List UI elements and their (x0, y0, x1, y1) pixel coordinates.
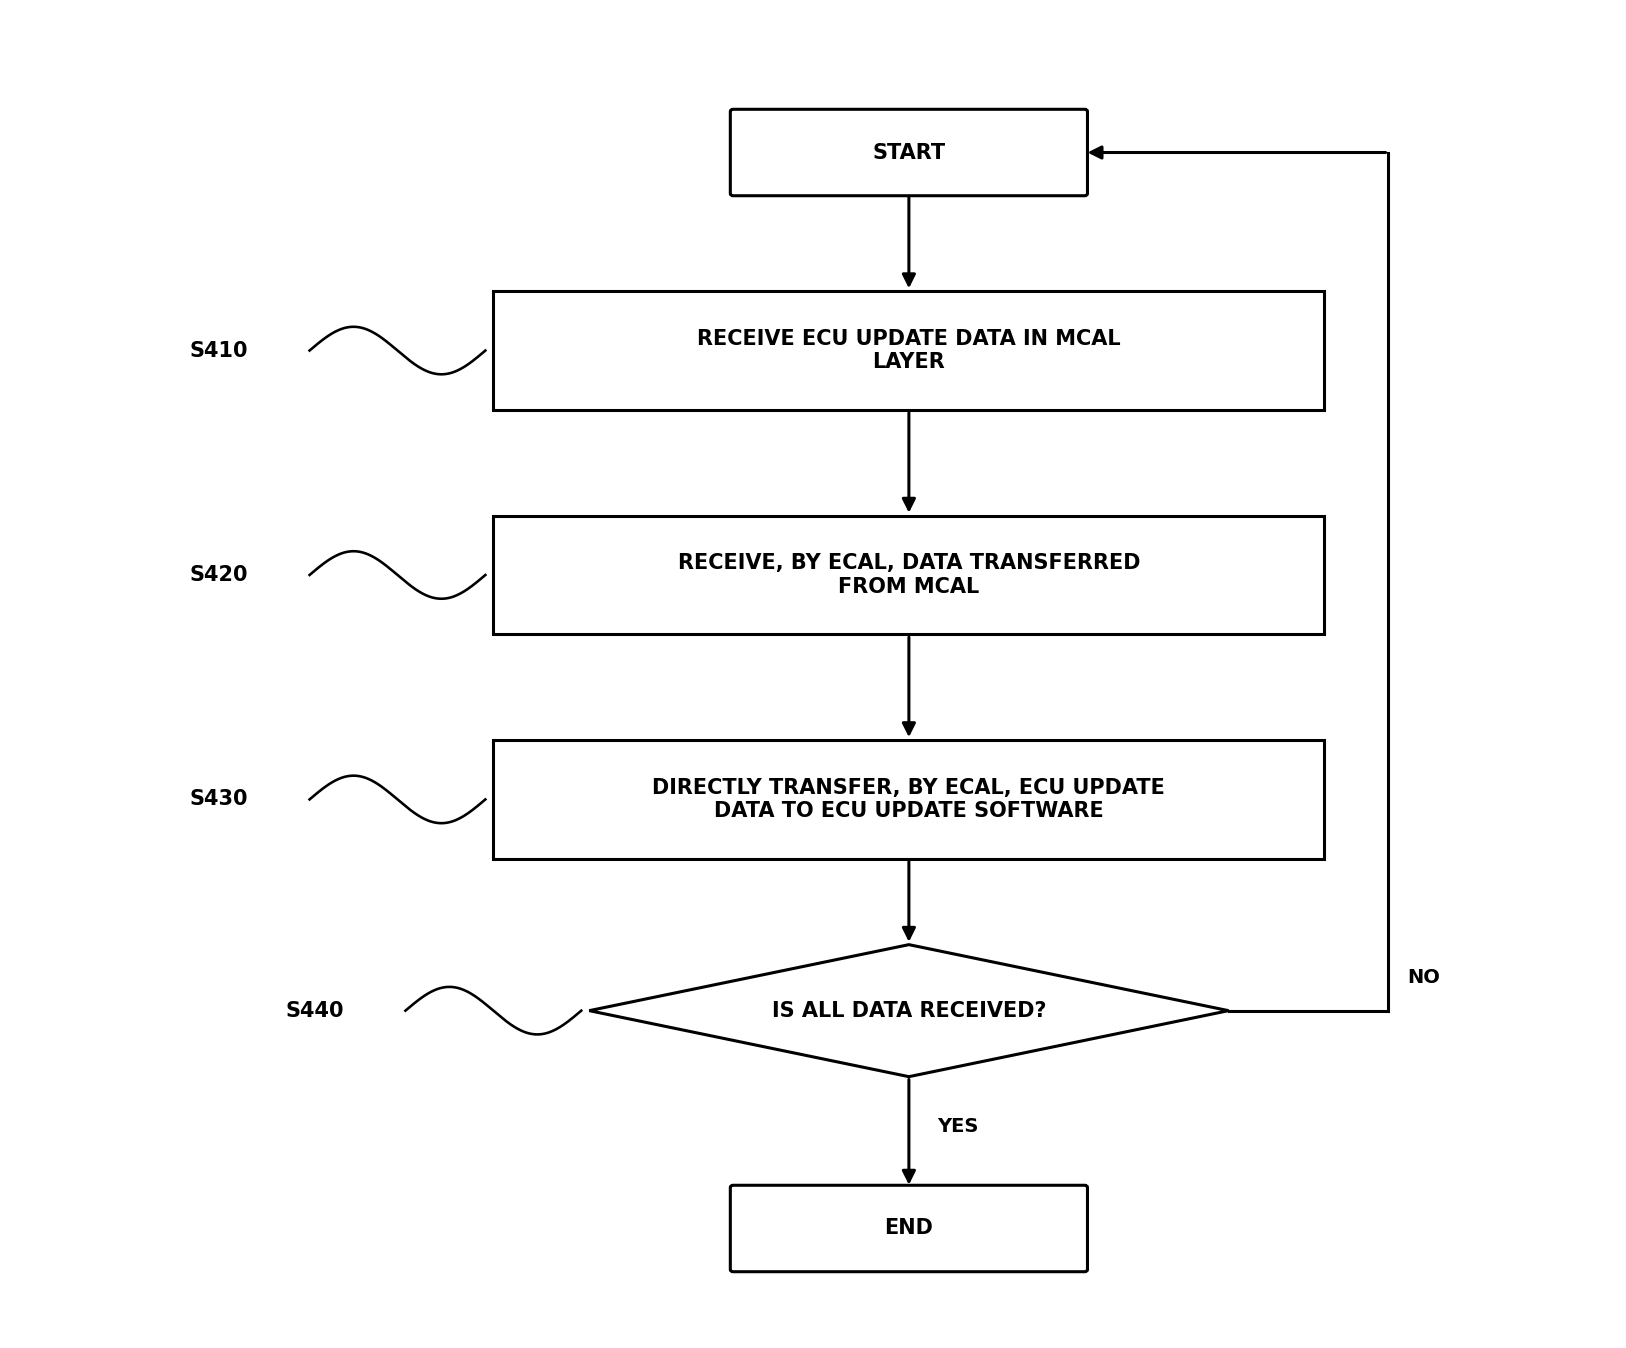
Text: END: END (885, 1219, 933, 1239)
Text: NO: NO (1408, 968, 1441, 987)
Text: IS ALL DATA RECEIVED?: IS ALL DATA RECEIVED? (772, 1000, 1046, 1020)
Text: S430: S430 (190, 790, 249, 809)
Text: RECEIVE ECU UPDATE DATA IN MCAL
LAYER: RECEIVE ECU UPDATE DATA IN MCAL LAYER (698, 329, 1120, 372)
Bar (493, 515, 1325, 635)
Text: S420: S420 (190, 565, 249, 585)
Text: S410: S410 (190, 341, 249, 360)
FancyBboxPatch shape (730, 1185, 1088, 1271)
Text: RECEIVE, BY ECAL, DATA TRANSFERRED
FROM MCAL: RECEIVE, BY ECAL, DATA TRANSFERRED FROM … (678, 554, 1140, 597)
Bar (493, 291, 1325, 410)
Text: YES: YES (938, 1117, 979, 1136)
FancyBboxPatch shape (730, 109, 1088, 195)
Text: START: START (872, 143, 945, 163)
Polygon shape (589, 945, 1229, 1077)
Text: S440: S440 (286, 1000, 345, 1020)
Text: DIRECTLY TRANSFER, BY ECAL, ECU UPDATE
DATA TO ECU UPDATE SOFTWARE: DIRECTLY TRANSFER, BY ECAL, ECU UPDATE D… (652, 778, 1166, 821)
Bar (493, 740, 1325, 859)
